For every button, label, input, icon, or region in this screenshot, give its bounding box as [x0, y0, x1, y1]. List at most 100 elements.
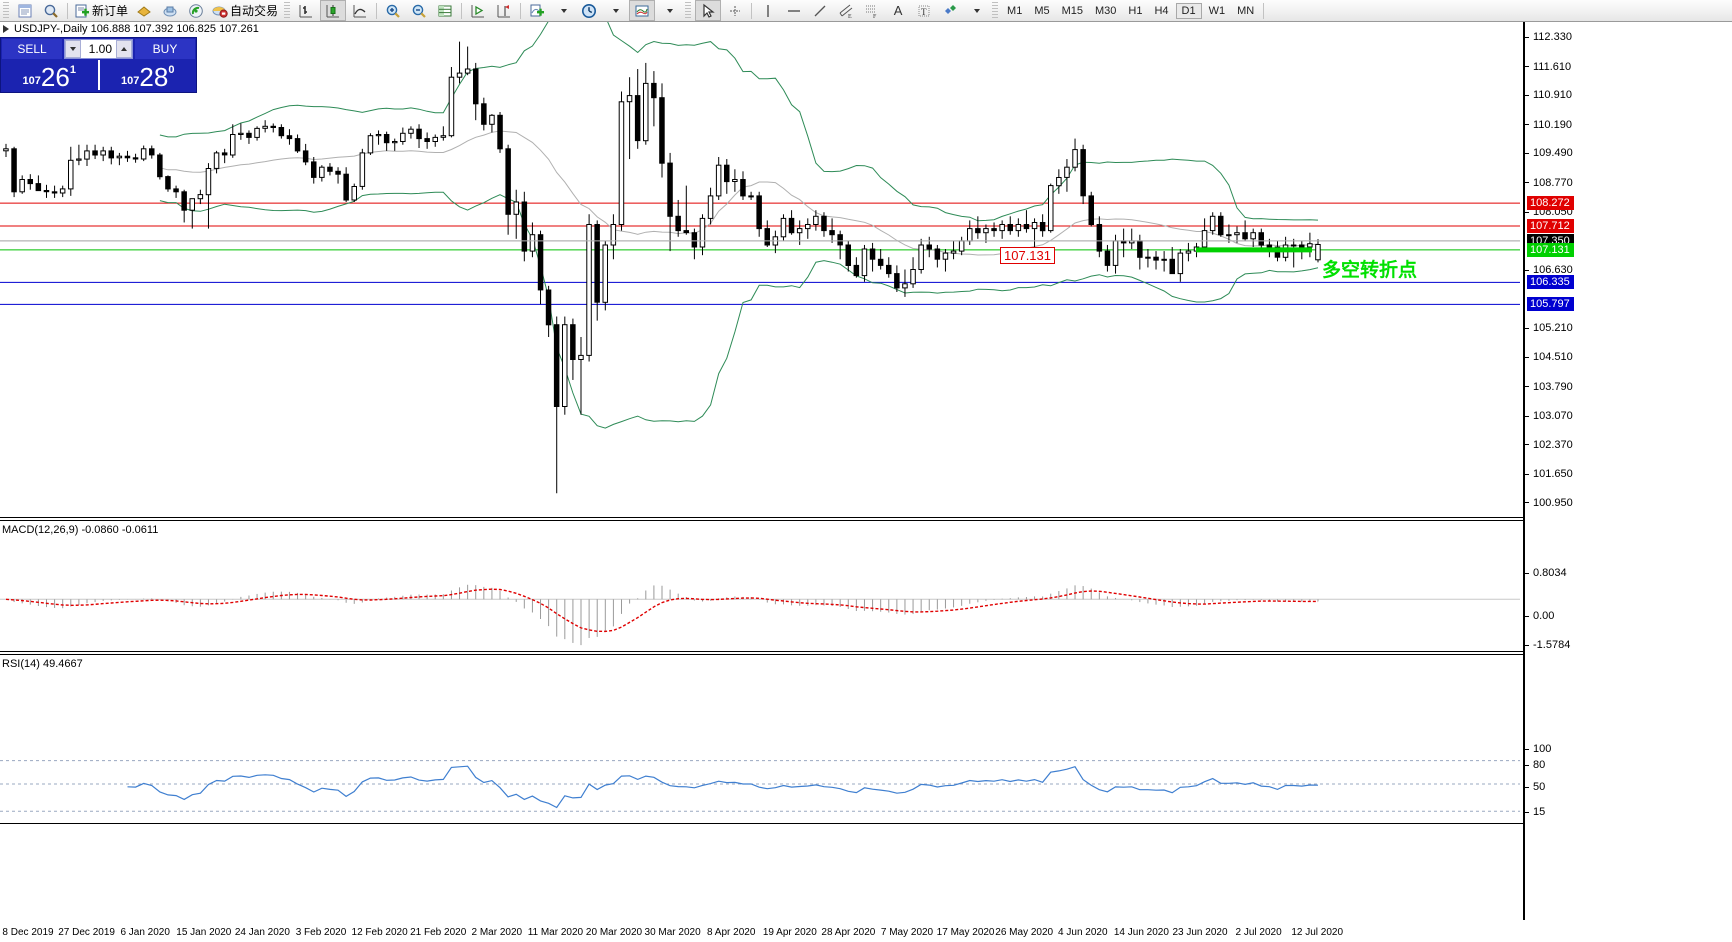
- rsi-tick: 50: [1525, 781, 1545, 793]
- text-icon[interactable]: A: [893, 3, 903, 18]
- trade-panel-top-row: SELL 1.00 BUY: [1, 38, 196, 60]
- trade-panel-quote-row: 107 26 1 107 28 0: [1, 60, 196, 90]
- date-tick-label: 27 Dec 2019: [58, 927, 115, 938]
- macd-tick: 0.00: [1525, 610, 1554, 622]
- timeframe-m5[interactable]: M5: [1034, 4, 1050, 17]
- date-tick-label: 30 Mar 2020: [644, 927, 701, 938]
- price-axis[interactable]: 112.330 111.610 110.910 110.190 109.490 108.7…: [1523, 22, 1732, 920]
- price-macd-divider: [0, 517, 1732, 518]
- volume-input[interactable]: 1.00: [64, 39, 133, 59]
- periods-icon[interactable]: [577, 1, 601, 20]
- price-tick: 103.790: [1525, 381, 1573, 393]
- macd-indicator-label: MACD(12,26,9) -0.0860 -0.0611: [2, 524, 159, 536]
- volume-decrease-button[interactable]: [65, 40, 81, 58]
- svg-text:E: E: [848, 14, 852, 19]
- bar-chart-icon[interactable]: [294, 1, 318, 20]
- text-label-icon[interactable]: T: [912, 1, 936, 20]
- date-tick-label: 14 Jun 2020: [1113, 927, 1169, 938]
- timeframe-m1[interactable]: M1: [1007, 4, 1023, 17]
- sell-price-mid: 26: [40, 62, 70, 92]
- zoom-out-icon[interactable]: [407, 1, 431, 20]
- expert-advisor-icon[interactable]: [132, 1, 156, 20]
- svg-text:F: F: [873, 14, 877, 19]
- date-tick-label: 17 May 2020: [936, 927, 995, 938]
- support-level-1[interactable]: 106.335: [1527, 275, 1574, 290]
- macd-rsi-divider: [0, 651, 1732, 652]
- chart-shift-icon[interactable]: [492, 1, 516, 20]
- fibonacci-retracement-icon[interactable]: F: [860, 1, 884, 20]
- date-axis[interactable]: 8 Dec 2019 27 Dec 2019 6 Jan 2020 15 Jan 20…: [0, 925, 1732, 942]
- autotrading-button[interactable]: 自动交易: [210, 1, 280, 20]
- price-tick: 100.950: [1525, 497, 1573, 509]
- resistance-level-1[interactable]: 108.272: [1527, 196, 1574, 211]
- date-tick-label: 23 Jun 2020: [1172, 927, 1228, 938]
- new-order-button[interactable]: 新订单: [72, 1, 130, 20]
- rsi-chart-pane[interactable]: [0, 745, 1520, 823]
- timeframe-m15[interactable]: M15: [1061, 4, 1083, 17]
- equidistant-channel-icon[interactable]: E: [834, 1, 858, 20]
- resistance-level-2[interactable]: 107.712: [1527, 219, 1574, 234]
- sell-button[interactable]: SELL: [2, 39, 62, 59]
- terminal-icon[interactable]: [158, 1, 182, 20]
- timeframe-h1[interactable]: H1: [1128, 4, 1143, 17]
- toolbar-grip-4[interactable]: [992, 2, 999, 19]
- templates-dropdown-caret[interactable]: [657, 1, 681, 20]
- toolbar-separator-5: [520, 2, 522, 19]
- date-tick-label: 21 Feb 2020: [410, 927, 467, 938]
- price-tick: 106.630: [1525, 264, 1573, 276]
- horizontal-line-icon[interactable]: [782, 1, 806, 20]
- market-watch-icon[interactable]: [39, 1, 63, 20]
- rsi-tick: 80: [1525, 759, 1545, 771]
- cursor-icon[interactable]: [695, 0, 722, 21]
- new-window-icon[interactable]: [13, 1, 37, 20]
- auto-scroll-icon[interactable]: [466, 1, 490, 20]
- buy-price-quote[interactable]: 107 28 0: [97, 60, 197, 90]
- pivot-level[interactable]: 107.131: [1527, 242, 1574, 257]
- sell-price-quote[interactable]: 107 26 1: [1, 60, 98, 90]
- toolbar-grip[interactable]: [3, 2, 9, 19]
- templates-icon[interactable]: [629, 0, 656, 21]
- crosshair-icon[interactable]: [723, 1, 747, 20]
- toolbar-grip-3[interactable]: [685, 2, 692, 19]
- price-tick: 112.330: [1525, 31, 1572, 43]
- volume-increase-button[interactable]: [116, 40, 132, 58]
- timeframe-mn[interactable]: MN: [1237, 4, 1255, 17]
- date-tick-label: 4 Jun 2020: [1058, 927, 1108, 938]
- timeframe-w1[interactable]: W1: [1208, 4, 1226, 17]
- toolbar-grip-2[interactable]: [284, 2, 291, 19]
- volume-value[interactable]: 1.00: [88, 42, 112, 56]
- data-window-icon[interactable]: [433, 1, 457, 20]
- date-tick-label: 24 Jan 2020: [234, 927, 290, 938]
- buy-button[interactable]: BUY: [135, 39, 195, 59]
- price-tick: 103.070: [1525, 410, 1573, 422]
- candlestick-chart-icon[interactable]: [320, 0, 347, 21]
- signal-icon[interactable]: [184, 1, 208, 20]
- zoom-in-icon[interactable]: [381, 1, 405, 20]
- trendline-icon[interactable]: [808, 1, 832, 20]
- buy-price-big: 107: [121, 75, 140, 87]
- draw-objects-dropdown-caret[interactable]: [964, 1, 988, 20]
- periods-dropdown-caret[interactable]: [603, 1, 627, 20]
- timeframe-d1[interactable]: D1: [1175, 2, 1202, 19]
- price-tick: 110.910: [1525, 89, 1572, 101]
- toolbar-separator-4: [461, 2, 463, 19]
- autotrading-label: 自动交易: [230, 4, 279, 18]
- line-chart-icon[interactable]: [348, 1, 372, 20]
- draw-objects-icon[interactable]: [938, 1, 962, 20]
- timeframe-m30[interactable]: M30: [1095, 4, 1117, 17]
- timeframe-h4[interactable]: H4: [1154, 4, 1169, 17]
- one-click-trading-panel[interactable]: SELL 1.00 BUY 107 26 1 107 28 0: [0, 37, 197, 93]
- macd-chart-pane[interactable]: [0, 573, 1520, 651]
- price-chart-pane[interactable]: [0, 22, 1520, 517]
- indicators-dropdown-caret[interactable]: [551, 1, 575, 20]
- price-tick: 108.770: [1525, 177, 1573, 189]
- support-level-2[interactable]: 105.797: [1527, 297, 1574, 312]
- date-tick-label: 12 Feb 2020: [351, 927, 408, 938]
- new-order-label: 新订单: [92, 4, 129, 18]
- price-tick: 102.370: [1525, 439, 1573, 451]
- toolbar-separator-6: [751, 2, 753, 19]
- indicators-icon[interactable]: [525, 1, 549, 20]
- toolbar-separator-7: [1263, 2, 1265, 19]
- vertical-line-icon[interactable]: [756, 1, 780, 20]
